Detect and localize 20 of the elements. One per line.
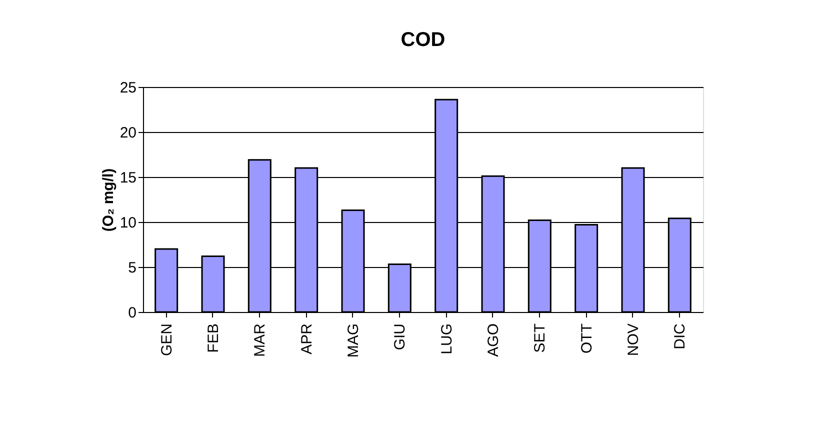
y-tick-label: 5 xyxy=(128,260,136,276)
x-tick-label: APR xyxy=(298,323,316,354)
y-tick-label: 20 xyxy=(120,124,136,142)
chart-title: COD xyxy=(400,29,446,51)
x-tick-label: NOV xyxy=(625,324,642,356)
x-tick-label: SET xyxy=(532,324,549,353)
x-tick-label: MAG xyxy=(345,324,362,358)
y-tick-label: 15 xyxy=(120,170,136,186)
x-tick-label: GEN xyxy=(158,324,176,356)
y-tick-label: 25 xyxy=(120,80,136,96)
x-tick-label: DIC xyxy=(672,323,689,350)
y-tick-label: 0 xyxy=(128,304,136,322)
x-tick-label: AGO xyxy=(485,324,502,357)
x-tick-label: MAR xyxy=(252,323,269,357)
x-tick-label: LUG xyxy=(438,324,456,354)
x-tick-label: OTT xyxy=(578,324,596,354)
y-axis-title: (O₂ mg/l) xyxy=(100,168,117,232)
y-tick-label: 10 xyxy=(120,214,136,232)
x-tick-label: FEB xyxy=(205,324,222,353)
x-tick-label: GIU xyxy=(392,324,409,350)
